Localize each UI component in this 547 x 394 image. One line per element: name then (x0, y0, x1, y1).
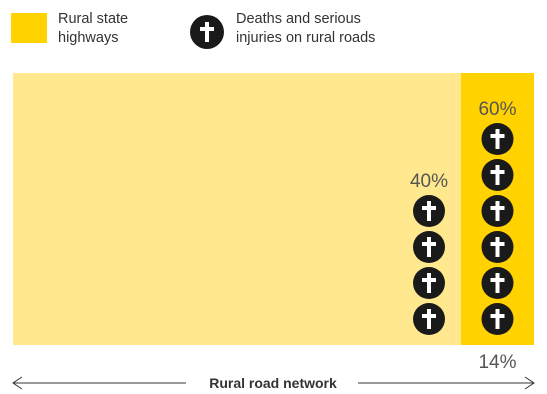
cross-icon (481, 123, 514, 155)
legend-highways-label: Rural state highways (58, 11, 129, 46)
cross-icon (413, 231, 445, 263)
cross-icon (481, 159, 514, 191)
cross-icon (481, 195, 514, 227)
cross-icon (413, 195, 445, 227)
legend-cross-icon (190, 15, 224, 49)
legend-highways-swatch (11, 13, 47, 43)
icons-rural-state-highways (481, 123, 514, 335)
label-other-deaths: 40% (410, 171, 448, 192)
axis-arrowhead-right (524, 376, 535, 390)
axis-label: Rural road network (209, 375, 337, 391)
label-highway-network: 14% (478, 352, 516, 373)
cross-icon (481, 303, 514, 335)
axis-arrowhead-left (12, 376, 23, 390)
legend-deaths-label: Deaths and serious injuries on rural roa… (236, 11, 376, 46)
cross-icon (413, 267, 445, 299)
label-highway-deaths: 60% (478, 99, 516, 120)
icons-other-rural-roads (413, 195, 445, 335)
cross-icon (413, 303, 445, 335)
cross-icon (481, 231, 514, 263)
bar-other-rural-roads (13, 73, 461, 345)
cross-icon (481, 267, 514, 299)
